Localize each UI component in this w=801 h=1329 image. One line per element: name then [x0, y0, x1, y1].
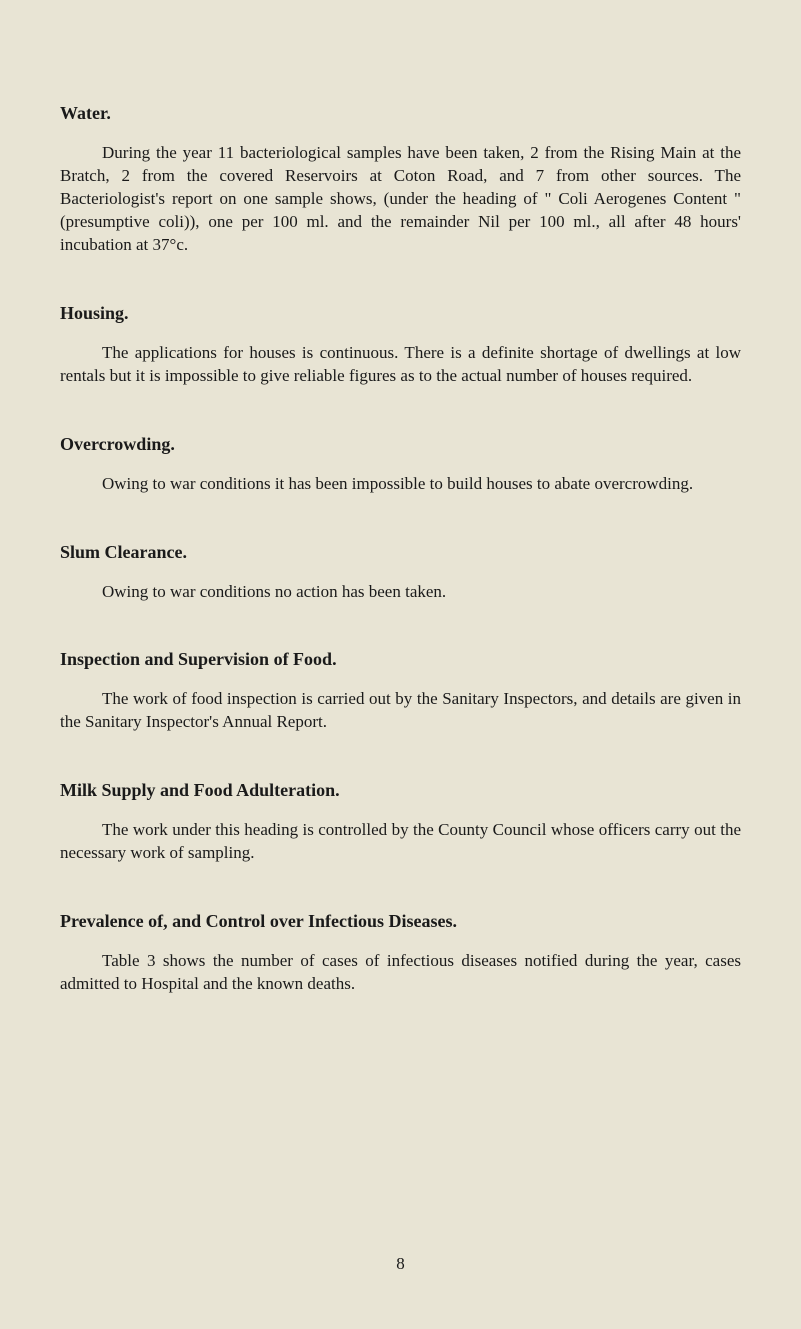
inspection-paragraph: The work of food inspection is carried o… — [60, 688, 741, 734]
overcrowding-paragraph: Owing to war conditions it has been impo… — [60, 473, 741, 496]
prevalence-paragraph: Table 3 shows the number of cases of inf… — [60, 950, 741, 996]
milk-paragraph: The work under this heading is controlle… — [60, 819, 741, 865]
water-paragraph: During the year 11 bacteriological sampl… — [60, 142, 741, 257]
overcrowding-heading: Overcrowding. — [60, 434, 741, 455]
water-heading: Water. — [60, 103, 741, 124]
prevalence-heading: Prevalence of, and Control over Infectio… — [60, 911, 741, 932]
inspection-heading: Inspection and Supervision of Food. — [60, 649, 741, 670]
housing-heading: Housing. — [60, 303, 741, 324]
slum-heading: Slum Clearance. — [60, 542, 741, 563]
milk-heading: Milk Supply and Food Adulteration. — [60, 780, 741, 801]
housing-paragraph: The applications for houses is continuou… — [60, 342, 741, 388]
page-number: 8 — [396, 1254, 405, 1274]
slum-paragraph: Owing to war conditions no action has be… — [60, 581, 741, 604]
